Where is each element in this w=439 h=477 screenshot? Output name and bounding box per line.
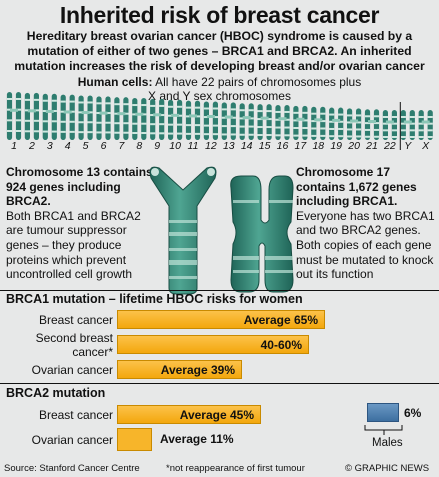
- males-label: Males: [372, 437, 403, 449]
- chromosome-label-Y: Y: [404, 140, 412, 152]
- chromosome-label-X: X: [422, 140, 430, 152]
- chromosome-22: [382, 110, 397, 140]
- chromosome-label-18: 18: [312, 140, 325, 152]
- bar-label-brca2-breast: Breast cancer: [38, 408, 113, 422]
- chromosome-20: [347, 108, 362, 140]
- chromosome-label-1: 1: [11, 140, 17, 152]
- bar-label-brca1-breast: Breast cancer: [38, 313, 113, 327]
- chromosome-label-6: 6: [100, 140, 107, 152]
- bar-brca1-second-breast: 40-60%: [117, 335, 309, 354]
- males-value: 6%: [404, 406, 422, 420]
- source-note: Source: Stanford Cancer Centre: [4, 463, 140, 474]
- chromosome-6: [96, 96, 111, 140]
- chromosome-label-10: 10: [169, 140, 181, 152]
- chromosome-10: [168, 99, 183, 140]
- chromosome-5: [78, 95, 93, 140]
- chromosome-label-2: 2: [28, 140, 35, 152]
- chromosome-Y: [400, 110, 415, 140]
- chromosome-17-shape: [230, 175, 294, 293]
- chromosome-label-19: 19: [330, 140, 343, 152]
- bar-label-brca2-ovarian: Ovarian cancer: [31, 433, 113, 447]
- chromosome-label-3: 3: [46, 140, 53, 152]
- brca2-heading: BRCA2 mutation: [6, 386, 106, 400]
- bar-brca1-breast: Average 65%: [117, 310, 325, 329]
- intro-text: Hereditary breast ovarian cancer (HBOC) …: [14, 29, 425, 73]
- chromosome-label-14: 14: [240, 140, 253, 152]
- chromosome-8: [132, 98, 147, 140]
- chromosome-11: [185, 100, 201, 140]
- bar-brca2-ovarian: [117, 428, 152, 451]
- divider: [0, 290, 439, 291]
- chromosome-18: [311, 106, 326, 140]
- chromosome-illustration: [149, 166, 294, 295]
- chromosome-17-heading: Chromosome 17 contains 1,672 genes inclu…: [296, 165, 417, 209]
- chromosome-7: [114, 97, 129, 140]
- human-cells-label: Human cells:: [77, 75, 153, 89]
- chromosome-16: [275, 104, 290, 140]
- bar-brca2-breast: Average 45%: [117, 405, 261, 424]
- chromosome-13-text: Chromosome 13 contains 924 genes includi…: [6, 165, 156, 282]
- chromosome-21: [364, 109, 380, 140]
- chromosome-X: [418, 110, 433, 140]
- chromosome-label-7: 7: [118, 140, 125, 152]
- brca1-heading: BRCA1 mutation – lifetime HBOC risks for…: [6, 292, 303, 306]
- chromosome-12: [203, 101, 218, 140]
- chromosome-1: [6, 92, 22, 140]
- page-title: Inherited risk of breast cancer: [59, 2, 380, 28]
- chromosome-17-text: Chromosome 17 contains 1,672 genes inclu…: [296, 165, 438, 282]
- credit: © GRAPHIC NEWS: [345, 463, 430, 474]
- chromosome-17: [293, 105, 308, 140]
- chromosome-2: [24, 92, 39, 140]
- chromosome-13-body: Both BRCA1 and BRCA2 are tumour suppress…: [6, 208, 141, 282]
- chromosome-3: [42, 93, 57, 140]
- chromosome-label-9: 9: [154, 140, 161, 152]
- chromosome-label-16: 16: [276, 140, 289, 152]
- chromosome-label-4: 4: [64, 140, 71, 152]
- footnote: *not reappearance of first tumour: [166, 463, 305, 474]
- chromosome-17-body: Everyone has two BRCA1 and two BRCA2 gen…: [296, 208, 435, 282]
- chromosome-label-5: 5: [82, 140, 89, 152]
- chromosome-label-11: 11: [187, 140, 199, 152]
- bar-label-brca1-ovarian: Ovarian cancer: [31, 363, 113, 377]
- human-cells-caption: Human cells: All have 22 pairs of chromo…: [4, 75, 435, 89]
- chromosome-9: [150, 98, 165, 140]
- human-cells-text-2: X and Y sex chromosomes: [148, 89, 291, 103]
- chromosome-13-shape: [149, 166, 217, 295]
- chromosome-4: [60, 94, 75, 140]
- chromosome-19: [329, 107, 344, 140]
- bar-brca1-ovarian: Average 39%: [117, 360, 242, 379]
- bar-males: [367, 403, 399, 422]
- chromosome-label-17: 17: [294, 140, 307, 152]
- chromosome-15: [257, 104, 272, 140]
- chromosome-label-21: 21: [366, 140, 378, 152]
- chromosome-label-15: 15: [258, 140, 271, 152]
- human-cells-text-1: All have 22 pairs of chromosomes plus: [155, 75, 362, 89]
- chromosome-label-13: 13: [222, 140, 235, 152]
- bar-label-brca1-second-breast: Second breast cancer*: [35, 331, 113, 359]
- chromosome-label-8: 8: [136, 140, 143, 152]
- chromosome-label-12: 12: [205, 140, 217, 152]
- bar-value-brca2-ovarian: Average 11%: [160, 432, 234, 446]
- footer: Source: Stanford Cancer Centre *not reap…: [0, 461, 439, 477]
- chromosome-13: [221, 102, 236, 140]
- chromosome-label-22: 22: [384, 140, 396, 152]
- chromosome-14: [239, 103, 254, 140]
- chromosome-13-heading: Chromosome 13 contains 924 genes includi…: [6, 165, 153, 209]
- chromosome-row: [6, 92, 433, 150]
- divider: [0, 383, 439, 384]
- males-bracket: [364, 425, 403, 435]
- chromosome-label-20: 20: [348, 140, 360, 152]
